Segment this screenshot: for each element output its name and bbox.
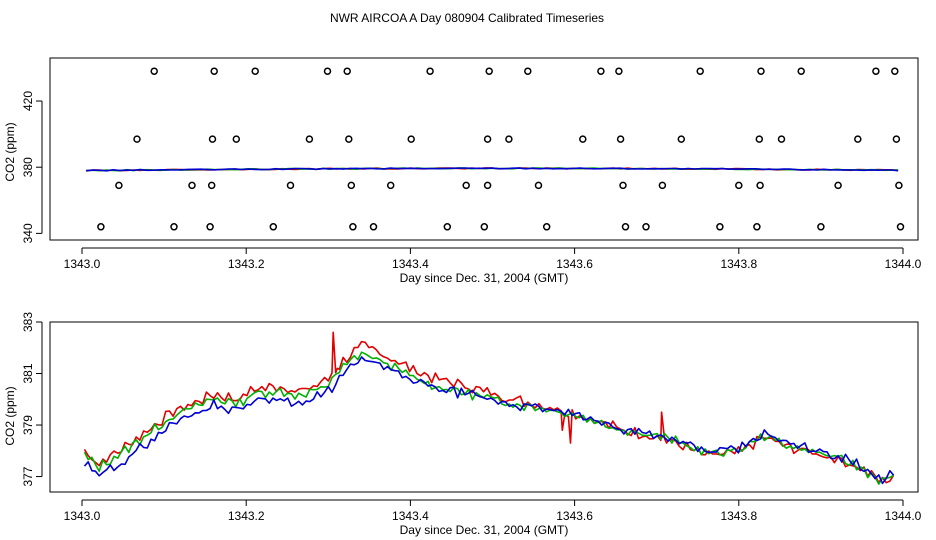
top-x-tick-label: 1344.0	[885, 257, 922, 271]
top-data-point	[115, 181, 123, 190]
top-y-axis-label: CO2 (ppm)	[3, 122, 17, 181]
top-data-point	[207, 181, 216, 190]
top-x-tick-label: 1343.4	[392, 257, 429, 271]
top-data-point	[345, 135, 353, 143]
top-data-point	[343, 67, 351, 75]
top-data-point	[485, 67, 493, 75]
bottom-y-axis: 377 379 381 383	[21, 312, 43, 487]
top-data-point	[696, 67, 704, 75]
top-data-point	[534, 181, 543, 190]
top-data-point	[542, 223, 551, 231]
top-data-point	[426, 67, 434, 75]
bottom-y-tick-label: 383	[21, 312, 35, 332]
bottom-y-tick-label: 377	[21, 466, 35, 486]
top-data-point	[349, 223, 357, 231]
top-data-point	[133, 135, 141, 143]
top-data-point	[579, 135, 587, 143]
bottom-plot-frame	[49, 321, 919, 493]
bottom-panel: 1343.0 1343.2 1343.4 1343.6 1343.8 1344.0 377…	[3, 312, 922, 537]
top-data-point	[621, 223, 630, 231]
top-y-tick-label: 420	[21, 91, 35, 111]
bottom-series-line-red	[83, 331, 895, 484]
top-data-point	[817, 223, 825, 231]
top-data-point	[251, 67, 259, 75]
bottom-x-tick-label: 1344.0	[885, 509, 922, 523]
top-data-point	[892, 135, 901, 143]
top-data-point	[480, 223, 489, 231]
top-x-axis-label: Day since Dec. 31, 2004 (GMT)	[400, 271, 569, 285]
top-data-point	[777, 135, 786, 143]
top-data-point	[753, 223, 761, 231]
bottom-marks	[83, 331, 895, 485]
top-data-point	[305, 135, 314, 143]
top-y-tick-label: 340	[21, 223, 35, 243]
top-y-axis: 340 380 420	[21, 91, 43, 243]
bottom-x-tick-label: 1343.4	[392, 509, 429, 523]
top-panel: 1343.0 1343.2 1343.4 1343.6 1343.8 1344.0 340…	[3, 57, 922, 285]
top-data-point	[735, 181, 743, 190]
top-data-point	[150, 67, 158, 75]
top-data-point	[896, 223, 905, 231]
top-data-point	[677, 135, 686, 143]
top-x-tick-label: 1343.8	[720, 257, 757, 271]
chart-title: NWR AIRCOA A Day 080904 Calibrated Times…	[330, 11, 604, 25]
top-series-line-blue	[86, 167, 899, 172]
bottom-x-tick-label: 1343.2	[228, 509, 265, 523]
top-data-point	[797, 67, 805, 75]
bottom-y-axis-label: CO2 (ppm)	[3, 386, 17, 445]
top-data-point	[170, 223, 178, 231]
top-data-point	[407, 135, 415, 143]
top-x-tick-label: 1343.0	[64, 257, 101, 271]
top-data-point	[188, 181, 196, 190]
top-data-point	[347, 181, 356, 190]
top-data-point	[269, 223, 278, 231]
top-data-point	[483, 181, 492, 190]
top-data-point	[462, 181, 470, 190]
top-data-point	[232, 135, 241, 143]
top-data-point	[616, 135, 625, 143]
top-data-point	[658, 181, 667, 190]
top-data-point	[505, 135, 513, 143]
top-data-point	[97, 223, 105, 231]
top-plot-frame	[49, 57, 919, 241]
top-data-point	[443, 223, 452, 231]
bottom-series-line-blue	[83, 356, 895, 485]
bottom-x-axis: 1343.0 1343.2 1343.4 1343.6 1343.8 1344.0	[64, 499, 922, 523]
top-data-point	[615, 67, 623, 75]
top-data-point	[872, 67, 880, 75]
top-data-point	[386, 181, 395, 190]
top-data-point	[210, 67, 218, 75]
top-x-tick-label: 1343.6	[556, 257, 593, 271]
top-data-point	[369, 223, 378, 231]
top-data-point	[755, 135, 764, 143]
top-data-point	[323, 67, 332, 75]
top-y-tick-label: 380	[21, 157, 35, 177]
top-data-point	[757, 67, 765, 75]
top-data-point	[208, 135, 217, 143]
top-data-point	[756, 181, 764, 190]
bottom-x-axis-label: Day since Dec. 31, 2004 (GMT)	[400, 523, 569, 537]
top-data-point	[483, 135, 492, 143]
top-data-point	[286, 181, 295, 190]
top-data-point	[597, 67, 605, 75]
bottom-series-line-green	[83, 351, 894, 485]
top-data-point	[854, 135, 862, 143]
top-marks	[85, 67, 905, 231]
bottom-x-tick-label: 1343.8	[720, 509, 757, 523]
top-data-point	[895, 181, 903, 190]
top-data-point	[619, 181, 627, 190]
top-data-point	[524, 67, 532, 75]
top-x-tick-label: 1343.2	[228, 257, 265, 271]
top-data-point	[206, 223, 214, 231]
bottom-x-tick-label: 1343.0	[64, 509, 101, 523]
bottom-y-tick-label: 379	[21, 415, 35, 435]
top-data-point	[716, 223, 724, 231]
top-data-point	[642, 223, 650, 231]
top-data-point	[834, 181, 842, 190]
top-x-axis: 1343.0 1343.2 1343.4 1343.6 1343.8 1344.0	[64, 247, 922, 271]
bottom-y-tick-label: 381	[21, 363, 35, 383]
top-data-point	[891, 67, 899, 75]
bottom-x-tick-label: 1343.6	[556, 509, 593, 523]
